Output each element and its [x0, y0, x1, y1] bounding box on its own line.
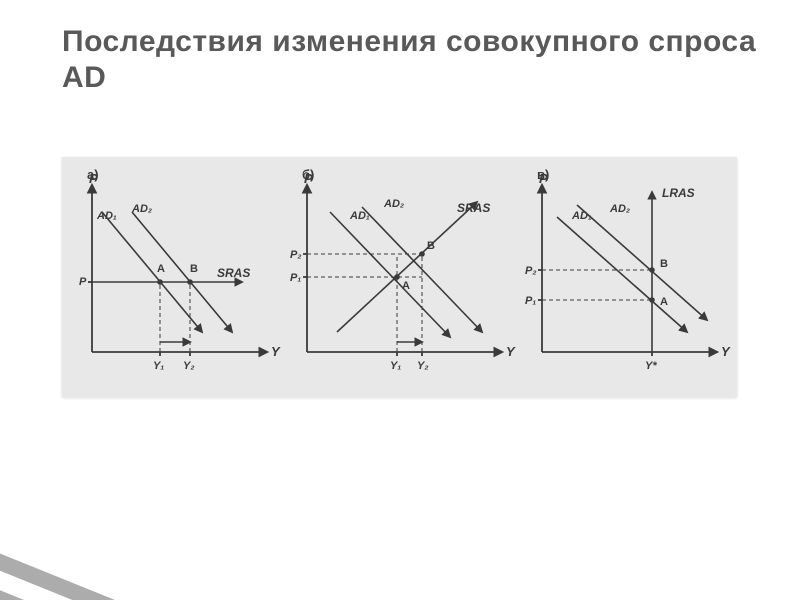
svg-text:P₁: P₁: [290, 272, 301, 284]
svg-text:Y: Y: [721, 344, 731, 359]
svg-text:B: B: [190, 263, 198, 275]
svg-text:Y*: Y*: [645, 360, 657, 372]
svg-text:P₂: P₂: [525, 265, 537, 277]
svg-text:AD₂: AD₂: [609, 203, 630, 215]
svg-text:P₁: P₁: [525, 295, 536, 307]
svg-text:P: P: [539, 171, 548, 186]
svg-text:AD₂: AD₂: [383, 198, 404, 210]
svg-text:Y₂: Y₂: [183, 360, 195, 372]
svg-text:A: A: [660, 296, 668, 308]
svg-text:Y₁: Y₁: [153, 360, 164, 372]
decorative-stripes: [0, 450, 220, 600]
svg-text:AD₁: AD₁: [96, 210, 117, 222]
svg-text:Y: Y: [271, 344, 281, 359]
economics-diagram: а)PYSRASAD₁AD₂PY₁Y₂ABб)PYSRASAD₁AD₂P₁P₂Y…: [62, 157, 737, 397]
svg-text:Y₂: Y₂: [417, 360, 429, 372]
svg-text:B: B: [660, 258, 668, 270]
svg-text:Y: Y: [506, 344, 516, 359]
svg-text:Y₁: Y₁: [390, 360, 401, 372]
svg-text:B: B: [427, 240, 435, 252]
figure-container: а)PYSRASAD₁AD₂PY₁Y₂ABб)PYSRASAD₁AD₂P₁P₂Y…: [62, 157, 737, 397]
svg-text:SRAS: SRAS: [217, 266, 250, 280]
svg-text:A: A: [157, 263, 165, 275]
svg-text:AD₂: AD₂: [131, 203, 152, 215]
svg-text:LRAS: LRAS: [662, 186, 695, 200]
svg-text:SRAS: SRAS: [457, 201, 490, 215]
svg-text:A: A: [402, 280, 410, 292]
svg-text:P: P: [89, 171, 98, 186]
svg-text:P: P: [304, 171, 313, 186]
svg-text:P: P: [79, 276, 87, 288]
page-title: Последствия изменения совокупного спроса…: [62, 24, 800, 96]
svg-text:P₂: P₂: [290, 249, 302, 261]
